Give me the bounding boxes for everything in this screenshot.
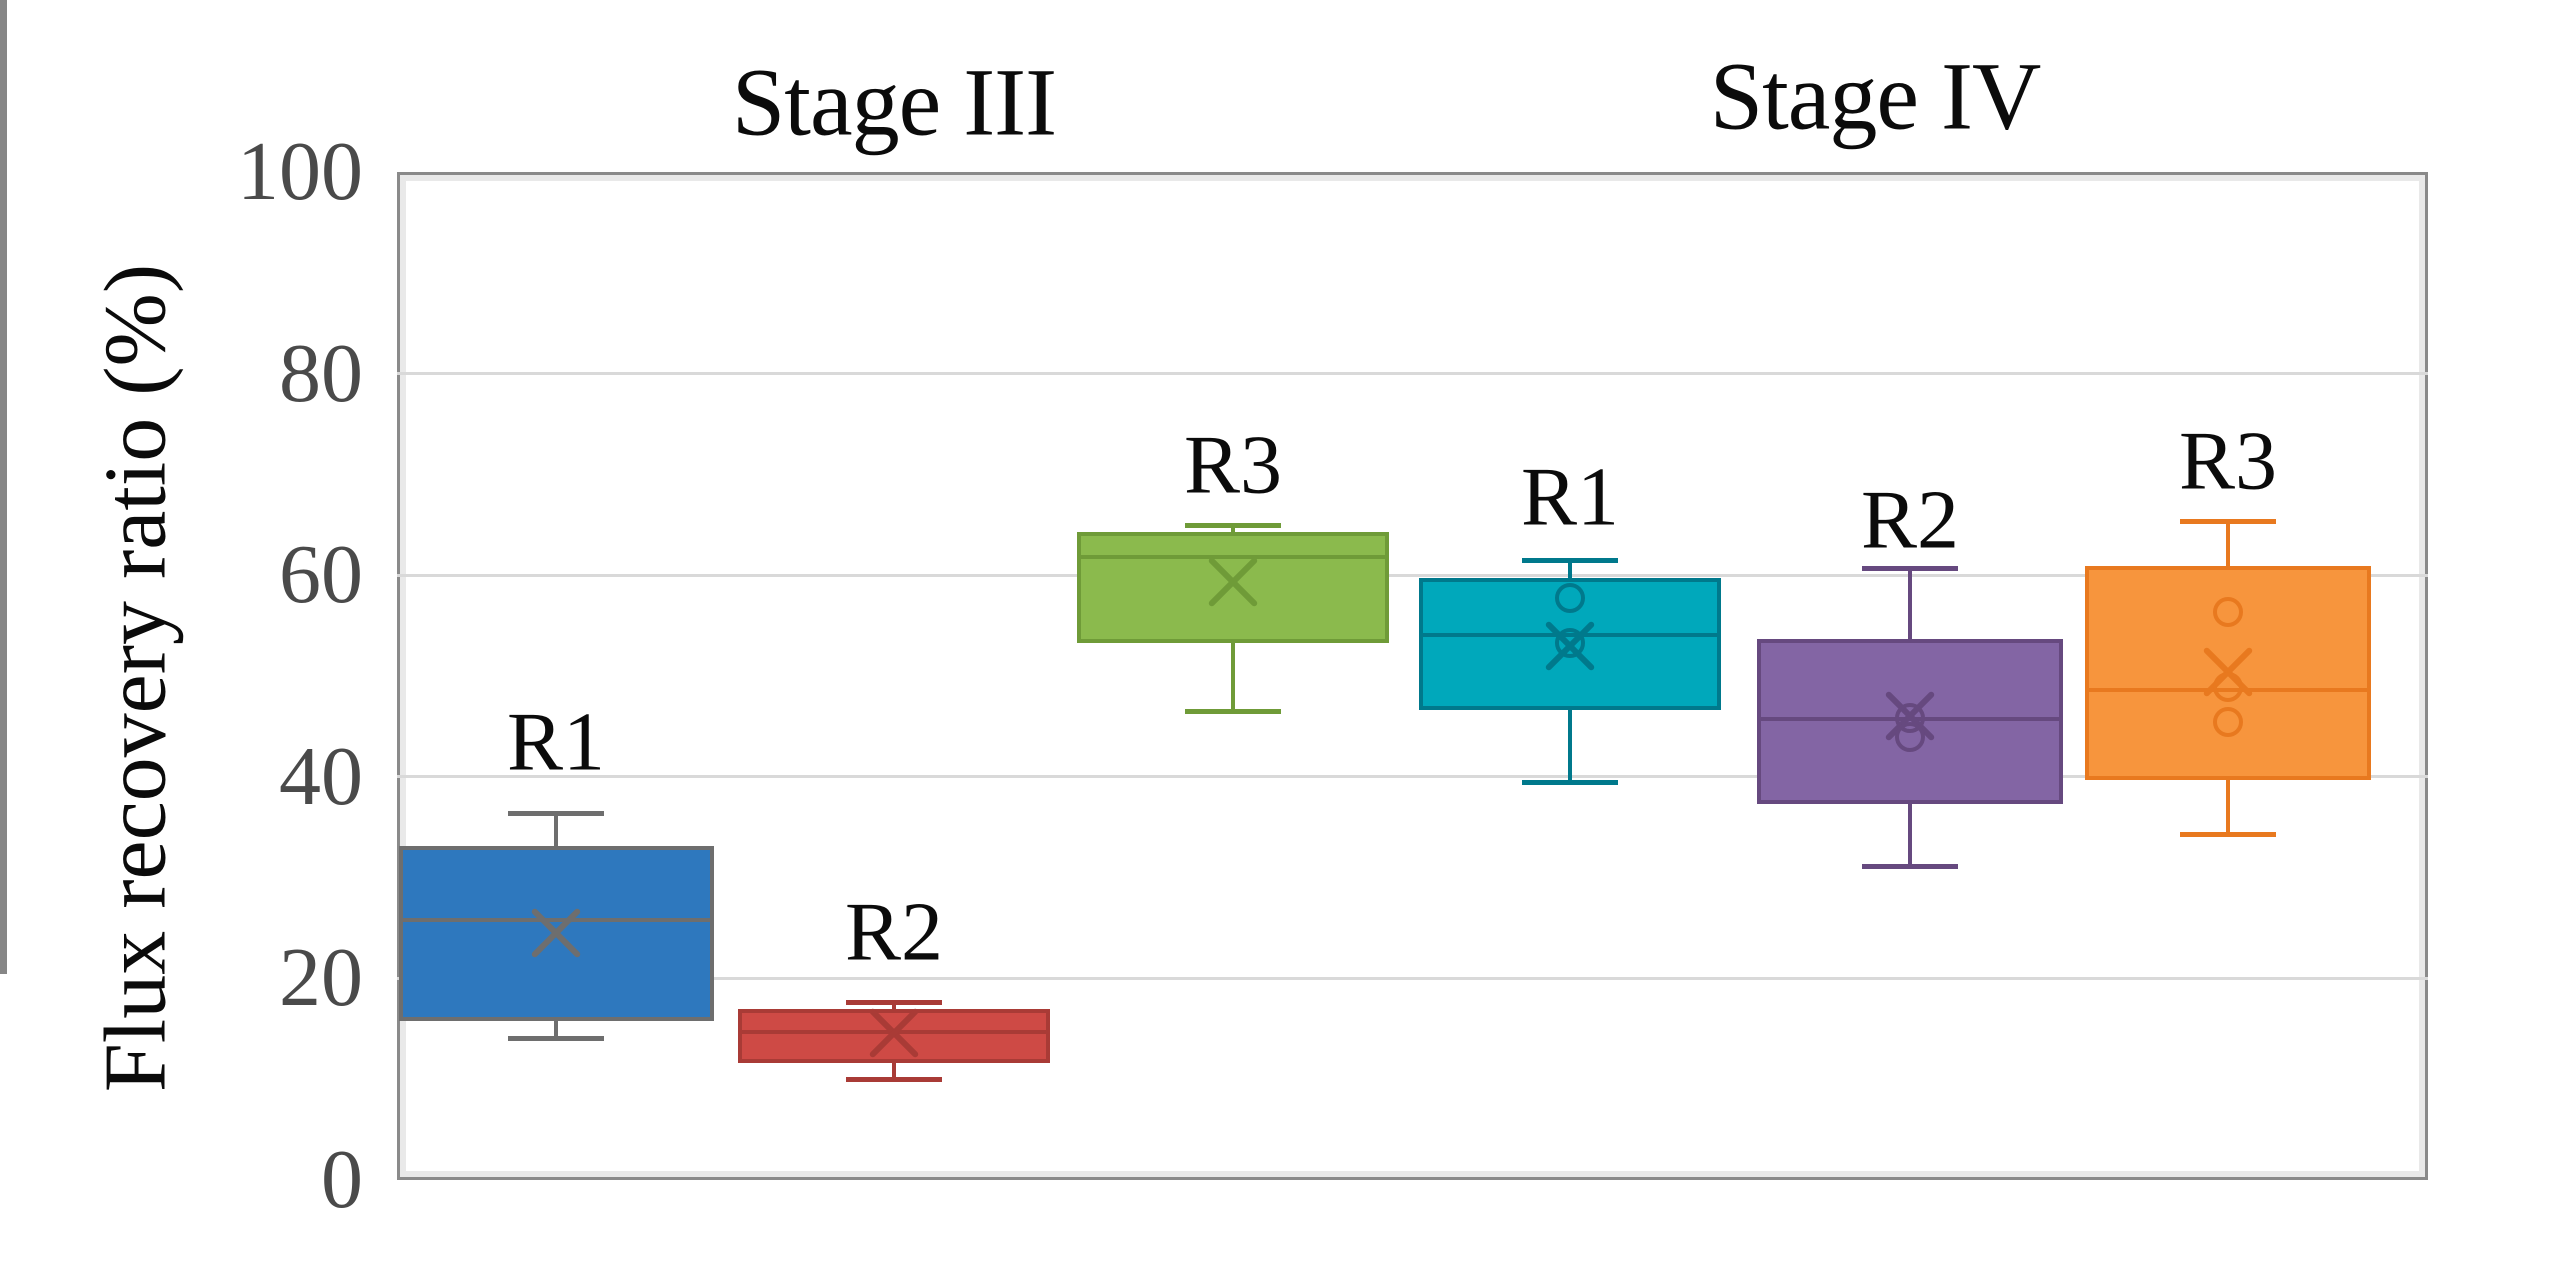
whisker-upper-cap bbox=[508, 810, 604, 816]
whisker-upper-stem bbox=[554, 813, 558, 847]
whisker-upper-cap bbox=[2180, 519, 2276, 525]
whisker-lower-cap bbox=[1522, 780, 1618, 786]
series-label-r2: R2 bbox=[844, 885, 944, 979]
median-line bbox=[1081, 555, 1385, 560]
series-label-r1: R1 bbox=[1520, 450, 1620, 544]
y-tick-label: 100 bbox=[237, 125, 363, 218]
whisker-upper-cap bbox=[1522, 557, 1618, 563]
median-line bbox=[402, 917, 710, 922]
gridline bbox=[397, 976, 2428, 980]
y-tick-label: 60 bbox=[279, 528, 363, 622]
outlier-point bbox=[2213, 672, 2243, 703]
whisker-lower-cap bbox=[1185, 708, 1281, 714]
stage-divider-line bbox=[0, 0, 7, 974]
series-label-r1: R1 bbox=[506, 695, 606, 789]
whisker-upper-cap bbox=[1185, 523, 1281, 529]
series-label-r3: R3 bbox=[2178, 414, 2278, 508]
y-tick-label: 40 bbox=[279, 729, 363, 823]
stage-iii-title: Stage III bbox=[731, 48, 1057, 156]
whisker-upper-stem bbox=[1231, 525, 1235, 532]
whisker-upper-cap bbox=[1862, 565, 1958, 571]
whisker-upper-stem bbox=[1908, 568, 1912, 639]
whisker-lower-cap bbox=[1862, 864, 1958, 869]
outlier-point bbox=[1895, 722, 1925, 753]
whisker-upper-stem bbox=[2226, 521, 2230, 567]
whisker-lower-stem bbox=[2226, 779, 2230, 835]
whisker-lower-stem bbox=[1231, 642, 1235, 712]
whisker-upper-cap bbox=[846, 1000, 942, 1006]
whisker-lower-stem bbox=[1908, 804, 1912, 867]
whisker-lower-stem bbox=[1568, 710, 1572, 783]
whisker-lower-cap bbox=[2180, 831, 2276, 837]
whisker-lower-stem bbox=[554, 1020, 558, 1039]
whisker-upper-stem bbox=[892, 1002, 896, 1009]
series-label-r3: R3 bbox=[1183, 418, 1283, 512]
y-tick-label: 80 bbox=[279, 326, 363, 420]
gridline bbox=[397, 372, 2428, 376]
box-stage-iii-r3 bbox=[1077, 531, 1389, 643]
whisker-upper-stem bbox=[1568, 560, 1572, 579]
whisker-lower-cap bbox=[846, 1076, 942, 1082]
box-stage-iii-r2 bbox=[738, 1008, 1050, 1064]
whisker-lower-cap bbox=[508, 1036, 604, 1042]
stage-iv-title: Stage IV bbox=[1709, 42, 2042, 150]
outlier-point bbox=[2213, 707, 2243, 738]
whisker-lower-stem bbox=[892, 1063, 896, 1080]
y-tick-label: 0 bbox=[321, 1133, 363, 1226]
gridline bbox=[397, 573, 2428, 577]
y-tick-label: 20 bbox=[279, 931, 363, 1025]
outlier-point bbox=[1555, 627, 1585, 658]
outlier-point bbox=[2213, 597, 2243, 628]
outlier-point bbox=[1555, 583, 1585, 614]
series-label-r2: R2 bbox=[1860, 473, 1960, 567]
gridline bbox=[397, 775, 2428, 779]
